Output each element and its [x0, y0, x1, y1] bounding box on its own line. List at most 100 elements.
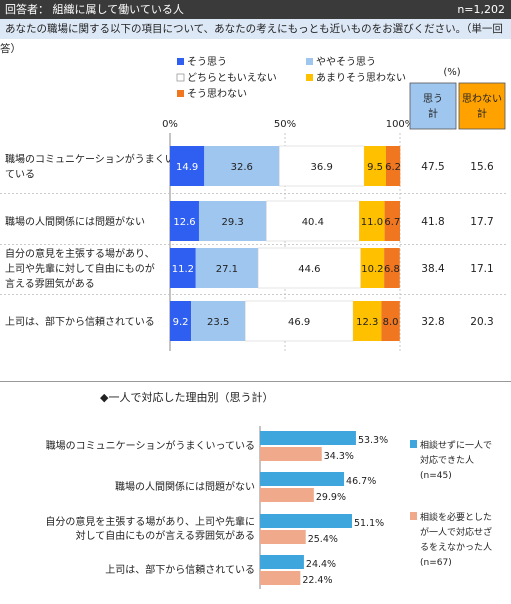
data-label: 24.4% [306, 559, 336, 570]
summary-header-label: 思わない [462, 93, 502, 105]
bar [260, 472, 345, 486]
legend-label: ややそう思う [316, 56, 376, 68]
data-label: 25.4% [308, 534, 338, 545]
data-label: 12.6 [173, 217, 195, 228]
bar-segment [170, 301, 192, 341]
section-divider [0, 381, 511, 382]
category-label: 言える雰囲気がある [5, 277, 95, 290]
data-label: 6.2 [385, 162, 401, 173]
legend-swatch [306, 58, 313, 65]
bar-segment [170, 201, 199, 241]
legend-swatch [177, 90, 184, 97]
bar-segment [170, 248, 196, 288]
bar-segment [384, 201, 400, 241]
summary-agree-value: 47.5 [421, 161, 444, 173]
summary-disagree-value: 17.7 [470, 216, 493, 228]
data-label: 11.0 [361, 217, 383, 228]
bar-segment [353, 301, 382, 341]
bar-segment [381, 301, 400, 341]
legend-label: そう思わない [187, 88, 247, 100]
summary-header-label: 計 [428, 107, 438, 120]
legend-label: 対応できた人 [420, 454, 474, 466]
summary-header-cell [458, 82, 506, 130]
header-bar: 回答者： 組織に属して働いている人 n=1,202 [0, 0, 511, 19]
summary-disagree-value: 17.1 [470, 263, 493, 275]
bar [260, 571, 301, 585]
bar-segment [257, 247, 361, 289]
legend-label: が一人で対応せざ [420, 526, 492, 538]
legend-label: そう思う [187, 56, 227, 68]
data-label: 9.5 [367, 162, 383, 173]
bar [260, 488, 314, 502]
legend-swatch [306, 74, 313, 81]
data-label: 29.3 [222, 217, 244, 228]
bar [260, 431, 356, 445]
data-label: 40.4 [302, 217, 324, 228]
bar-segment [360, 248, 385, 288]
legend-swatch [410, 440, 417, 448]
bar [260, 530, 306, 544]
category-label: 上司や先輩に対して自由にものが [5, 262, 155, 275]
sample-size: n=1,202 [457, 3, 505, 16]
category-label: ている [5, 169, 35, 181]
data-label: 11.2 [172, 264, 194, 275]
bar-segment [384, 248, 400, 288]
bar-segment [266, 200, 360, 242]
summary-agree-value: 38.4 [421, 263, 445, 275]
category-label: 職場のコミュニケーションがうまくいっ [5, 153, 185, 166]
legend-label: 相談を必要とした [420, 511, 492, 523]
legend-label: (n=67) [420, 558, 452, 568]
legend-swatch [410, 512, 417, 520]
legend-label: るをえなかった人 [420, 542, 492, 553]
bar-segment [364, 146, 386, 186]
bar-segment [204, 146, 280, 186]
x-tick-label: 100% [386, 119, 415, 130]
legend-label: どちらともいえない [187, 72, 277, 84]
legend-label: (n=45) [420, 471, 452, 481]
x-tick-label: 0% [162, 119, 178, 130]
data-label: 36.9 [311, 162, 333, 173]
bar [260, 447, 322, 461]
summary-header-label: 思う [423, 93, 443, 105]
data-label: 46.9 [288, 317, 310, 328]
category-label: 自分の意見を主張する場があり、上司や先輩に [45, 515, 255, 528]
data-label: 27.1 [216, 264, 238, 275]
legend-swatch [177, 58, 184, 65]
data-label: 22.4% [302, 575, 332, 586]
category-label: 上司は、部下から信頼されている [105, 563, 255, 576]
bar-segment [195, 248, 259, 288]
respondent-label: 回答者： 組織に属して働いている人 [5, 3, 184, 16]
bar-segment [385, 146, 401, 186]
unit-label: (%) [443, 67, 460, 78]
legend-swatch [176, 73, 185, 82]
data-label: 46.7% [346, 476, 376, 487]
question-text: あなたの職場に関する以下の項目について、あなたの考えにもっとも近いものをお選びく… [0, 19, 511, 55]
legend-label: 相談せずに一人で [420, 439, 492, 451]
data-label: 23.5 [207, 317, 229, 328]
bar [260, 555, 304, 569]
category-label: 上司は、部下から信頼されている [5, 315, 155, 328]
summary-agree-value: 41.8 [421, 216, 444, 228]
data-label: 8.0 [383, 317, 399, 328]
summary-agree-value: 32.8 [421, 316, 444, 328]
data-label: 29.9% [316, 492, 346, 503]
summary-header-cell [409, 82, 457, 130]
category-label: 職場のコミュニケーションがうまくいっている [46, 439, 255, 452]
section2-title: ◆一人で対応した理由別（思う計） [100, 391, 274, 404]
x-tick-label: 50% [274, 119, 296, 130]
data-label: 34.3% [324, 451, 354, 462]
reason-bar-chart: 職場のコミュニケーションがうまくいっている 53.3% 34.3% 職場の人間関係には… [45, 426, 492, 589]
bar-segment [279, 145, 365, 187]
question-label: あなたの職場に関する以下の項目について、あなたの考えにもっとも近いものをお選びく… [0, 23, 503, 55]
bar-segment [359, 201, 385, 241]
data-label: 14.9 [176, 162, 198, 173]
data-label: 6.8 [384, 264, 400, 275]
data-label: 32.6 [231, 162, 253, 173]
data-label: 53.3% [358, 435, 388, 446]
bar [260, 514, 352, 528]
category-label: 対して自由にものが言える雰囲気がある [76, 529, 255, 542]
category-label: 自分の意見を主張する場があり、 [5, 247, 155, 260]
data-label: 12.3 [356, 317, 378, 328]
summary-header-label: 計 [477, 107, 487, 120]
